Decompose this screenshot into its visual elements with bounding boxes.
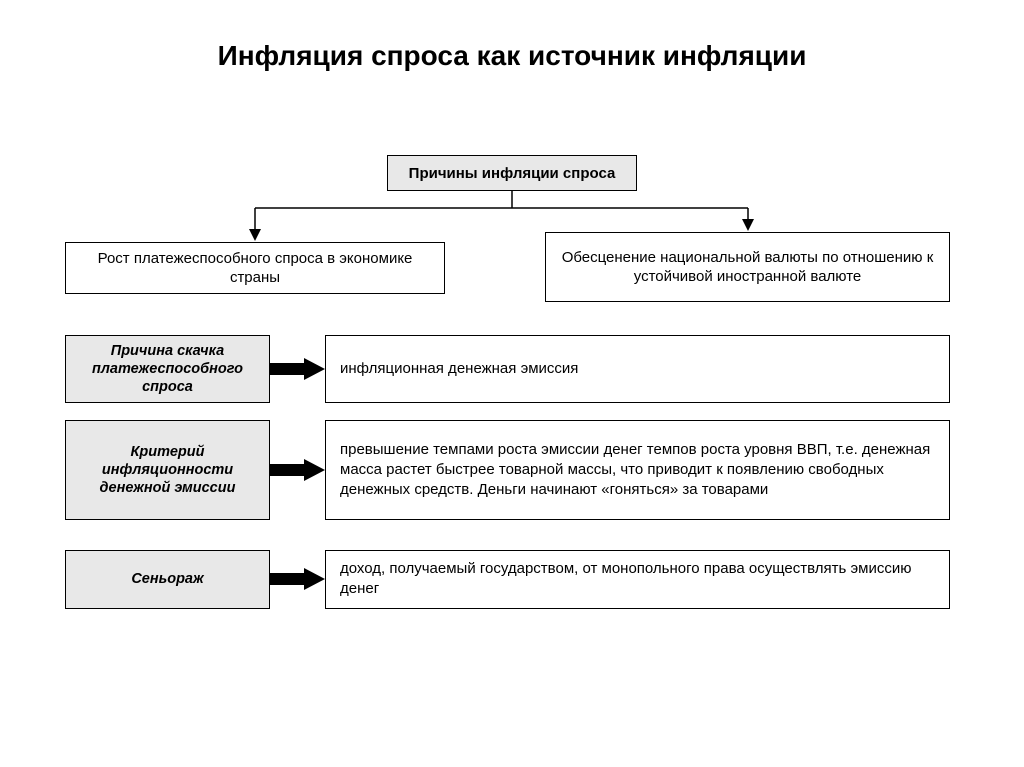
root-node: Причины инфляции спроса [387,155,637,191]
row-description: превышение темпами роста эмиссии денег т… [325,420,950,520]
thick-arrow-icon [270,358,325,380]
row-description: инфляционная денежная эмиссия [325,335,950,403]
child-node-left: Рост платежеспособного спроса в экономик… [65,242,445,294]
arrow-col [270,335,325,403]
thick-arrow-icon [270,459,325,481]
row-description: доход, получаемый государством, от моноп… [325,550,950,609]
arrow-col [270,550,325,609]
definition-row-1: Причина скачка платежеспособного спроса … [65,335,950,403]
arrow-col [270,420,325,520]
page-title: Инфляция спроса как источник инфляции [0,40,1024,72]
thick-arrow-icon [270,568,325,590]
definition-row-2: Критерий инфляционности денежной эмиссии… [65,420,950,520]
row-label: Причина скачка платежеспособного спроса [65,335,270,403]
row-label: Критерий инфляционности денежной эмиссии [65,420,270,520]
child-node-right: Обесценение национальной валюты по отнош… [545,232,950,302]
definition-row-3: Сеньораж доход, получаемый государством,… [65,550,950,609]
row-label: Сеньораж [65,550,270,609]
